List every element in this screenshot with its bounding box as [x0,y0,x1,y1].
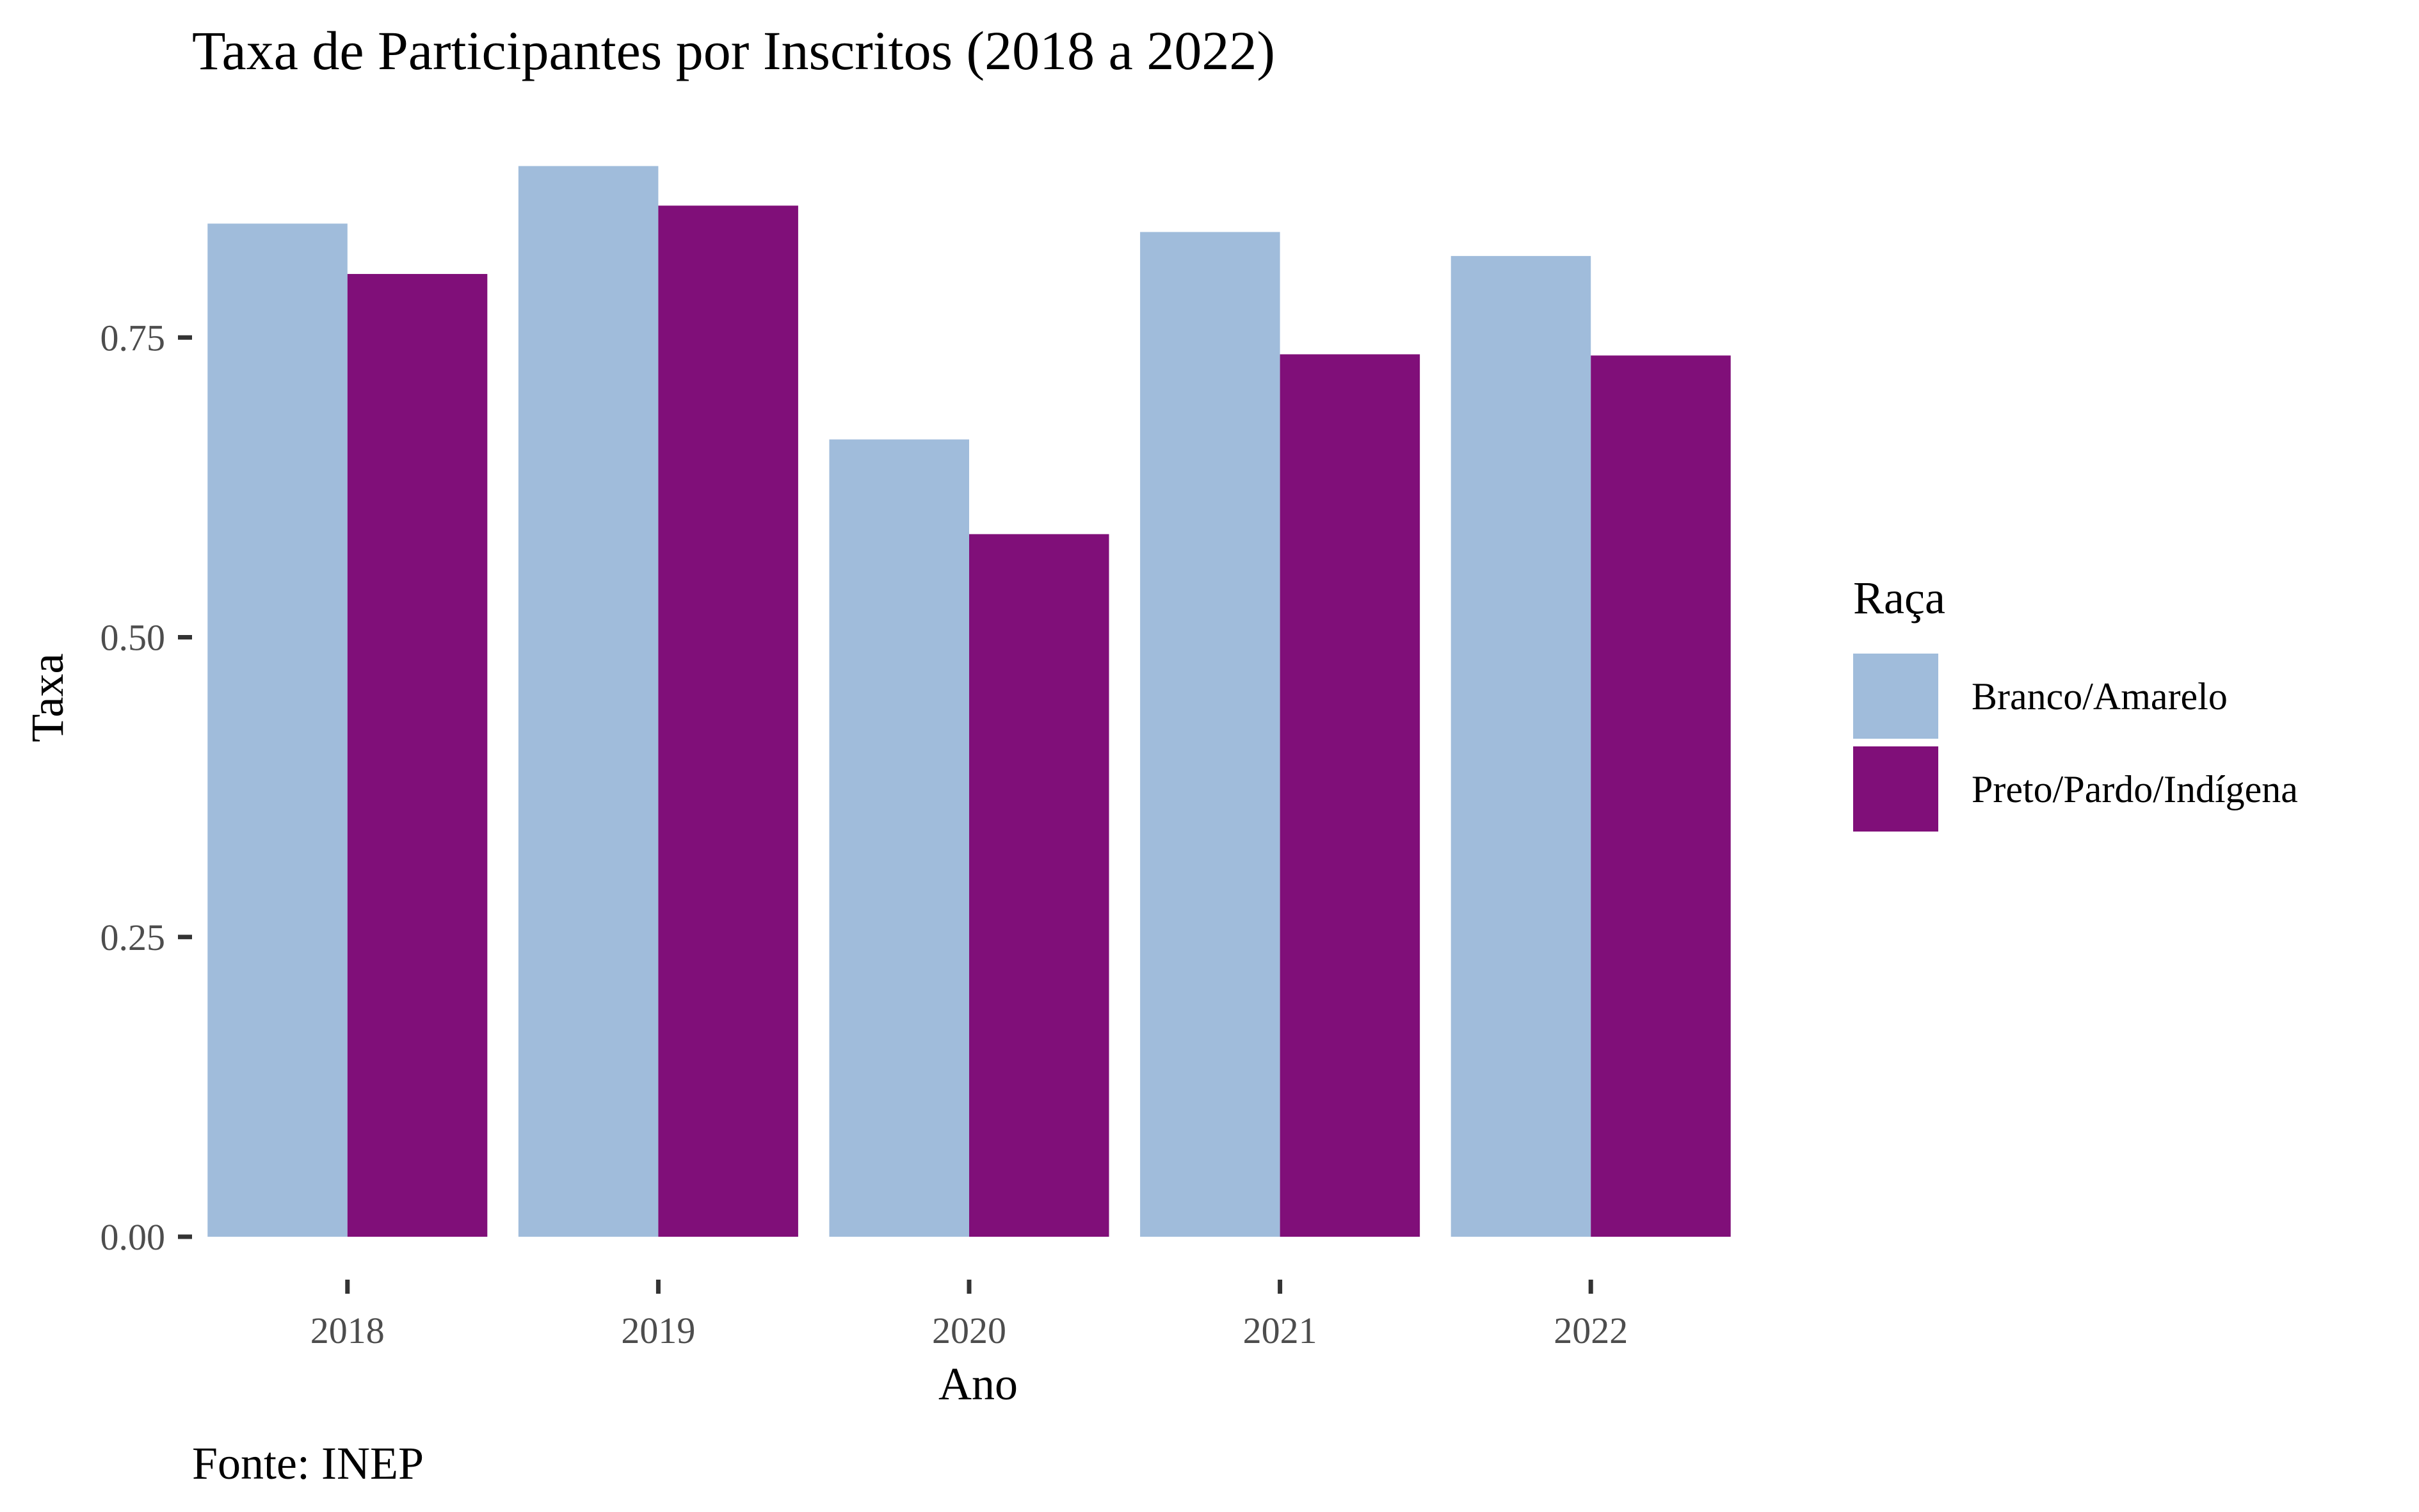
legend-swatch-branco-amarelo [1853,654,1938,739]
bar-branco-amarelo-2019 [518,166,659,1237]
y-axis-title: Taxa [22,654,73,743]
bars-group [207,166,1731,1237]
chart-title: Taxa de Participantes por Inscritos (201… [192,20,1275,81]
legend-label-branco-amarelo: Branco/Amarelo [1972,675,2228,718]
x-tick-label-2019: 2019 [621,1310,695,1351]
y-tick-label-0.75: 0.75 [100,317,166,358]
legend-label-preto-pardo-indigena: Preto/Pardo/Indígena [1972,768,2298,810]
legend-title: Raça [1853,572,1945,623]
y-tick-label-0.50: 0.50 [100,617,166,659]
bar-branco-amarelo-2021 [1140,232,1280,1237]
x-tick-label-2022: 2022 [1554,1310,1628,1351]
chart-caption: Fonte: INEP [192,1438,424,1489]
legend-swatch-preto-pardo-indigena [1853,746,1938,832]
bar-branco-amarelo-2020 [829,439,969,1237]
x-tick-label-2021: 2021 [1243,1310,1317,1351]
legend: Raça Branco/Amarelo Preto/Pardo/Indígena [1853,572,2298,832]
x-axis-title: Ano [938,1358,1018,1410]
x-tick-label-2020: 2020 [932,1310,1006,1351]
bar-branco-amarelo-2022 [1451,255,1591,1237]
y-tick-label-0.25: 0.25 [100,917,166,958]
y-tick-label-0.00: 0.00 [100,1216,166,1258]
bar-preto-pardo-indigena-2020 [969,534,1109,1237]
x-tick-label-2018: 2018 [310,1310,385,1351]
bar-preto-pardo-indigena-2021 [1280,354,1420,1237]
x-axis: 2018 2019 2020 2021 2022 [310,1280,1628,1351]
bar-preto-pardo-indigena-2019 [658,205,798,1237]
y-axis: 0.00 0.25 0.50 0.75 [100,317,192,1258]
bar-preto-pardo-indigena-2022 [1591,355,1731,1237]
bar-preto-pardo-indigena-2018 [347,273,488,1237]
bar-branco-amarelo-2018 [207,223,348,1237]
